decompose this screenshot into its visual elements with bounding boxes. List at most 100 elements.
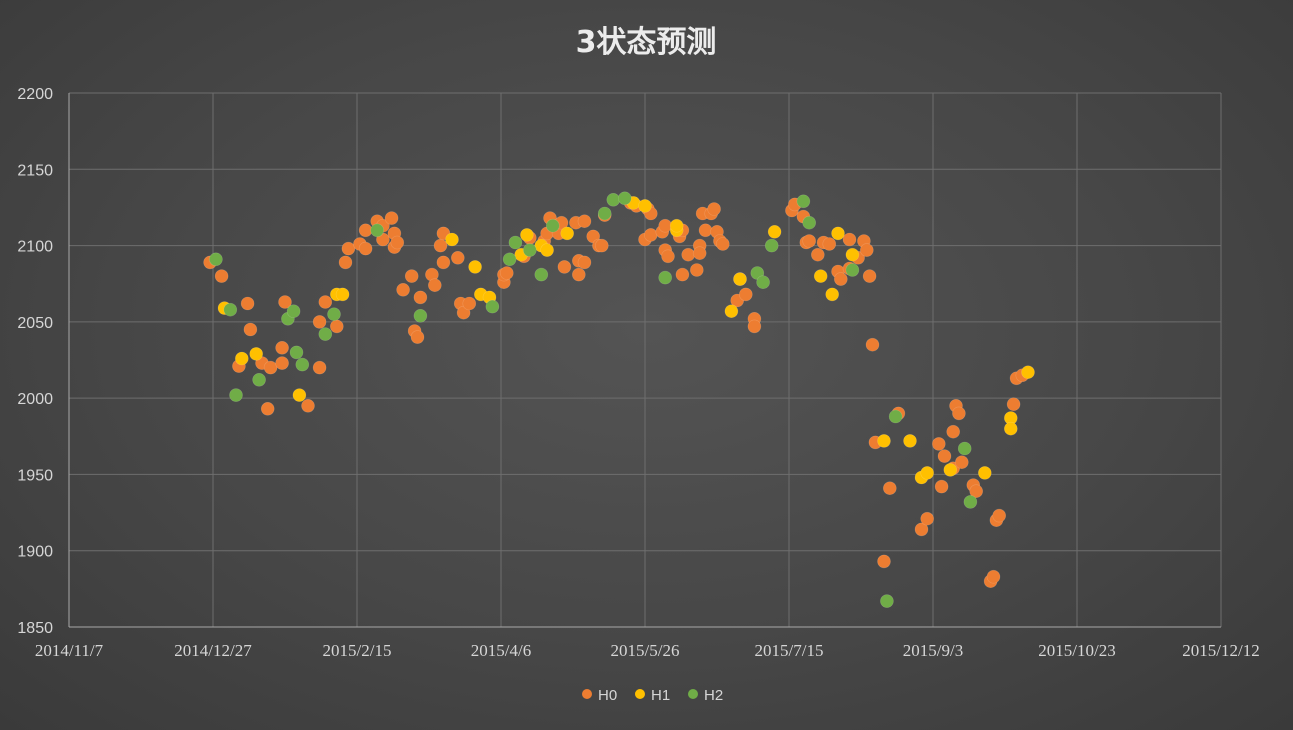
series-h2 [209,191,978,608]
data-point [767,225,782,239]
x-tick-label: 2015/7/15 [755,641,824,660]
data-point [577,255,592,270]
data-point [560,226,575,241]
data-point [931,437,946,451]
data-point [825,287,840,302]
data-point [747,319,762,334]
data-point [903,434,917,448]
data-point [338,255,353,270]
data-point [842,232,857,247]
data-point [594,238,609,253]
x-tick-label: 2015/9/3 [903,641,963,660]
y-axis-ticks: 1850 1900 1950 2000 2050 2100 2150 2200 [17,86,53,637]
data-point [1003,421,1018,436]
data-point [877,554,891,569]
data-point [969,484,984,499]
data-point [485,299,500,314]
data-point [764,238,779,253]
data-point [943,463,958,477]
data-point [1006,397,1021,412]
data-point [286,304,301,319]
data-point [502,252,517,267]
data-point [689,263,704,277]
data-point [243,322,258,337]
data-point [733,272,747,286]
data-point [235,351,249,366]
data-point [920,511,935,526]
data-point [278,295,292,309]
data-point [413,308,428,323]
data-point [877,434,891,448]
legend-item-h2: H2 [688,687,723,704]
data-point [540,243,554,257]
data-point [845,247,860,262]
data-point [450,250,465,265]
data-point [658,218,673,233]
data-point [445,232,459,247]
data-point [329,319,344,334]
data-point [545,218,560,233]
data-point [937,449,952,463]
data-point [384,211,399,225]
data-point [404,269,419,283]
data-point [318,295,333,309]
data-point [862,269,877,283]
series-h0 [203,196,1030,589]
legend-marker [582,689,592,699]
data-points [203,191,1035,608]
data-point [658,270,673,285]
legend-label: H0 [598,687,617,704]
data-point [715,237,730,251]
x-tick-label: 2015/12/12 [1182,641,1259,660]
x-tick-label: 2015/5/26 [611,641,680,660]
data-point [249,347,264,361]
data-point [413,290,428,305]
data-point [977,466,992,480]
data-point [571,267,586,282]
data-point [810,247,825,262]
data-point [240,296,255,311]
data-point [802,215,817,230]
data-point [312,360,327,375]
y-tick-label: 2000 [17,391,53,408]
data-point [920,466,935,480]
data-point [880,594,894,608]
data-point [275,356,289,370]
x-axis-ticks: 2014/11/7 2014/12/27 2015/2/15 2015/4/6 2015… [35,641,1260,660]
data-point [831,226,845,241]
y-tick-label: 2200 [17,86,53,103]
data-point [796,194,811,209]
data-point [888,409,903,424]
legend-item-h0: H0 [582,687,617,704]
data-point [390,235,405,250]
data-point [813,269,828,283]
legend: H0 H1 H2 [582,687,723,704]
y-tick-label: 2100 [17,239,53,256]
legend-item-h1: H1 [635,687,670,704]
data-point [707,202,721,216]
data-point [577,214,592,228]
data-point [327,307,341,322]
data-point [946,424,961,439]
data-point [845,263,860,277]
data-point [520,228,534,242]
data-point [865,337,880,352]
data-point [882,481,897,496]
data-point [698,223,713,238]
data-point [468,260,482,274]
data-point [692,246,707,260]
data-point [358,223,373,238]
data-point [335,287,350,302]
data-point [436,255,451,270]
y-tick-label: 1850 [17,620,53,637]
data-point [263,360,278,375]
data-point [963,495,978,509]
data-point [661,249,675,264]
data-point [597,206,612,221]
legend-label: H1 [651,687,670,704]
data-point [738,287,753,302]
data-point [557,260,572,274]
y-tick-label: 2050 [17,315,53,332]
data-point [954,455,969,470]
